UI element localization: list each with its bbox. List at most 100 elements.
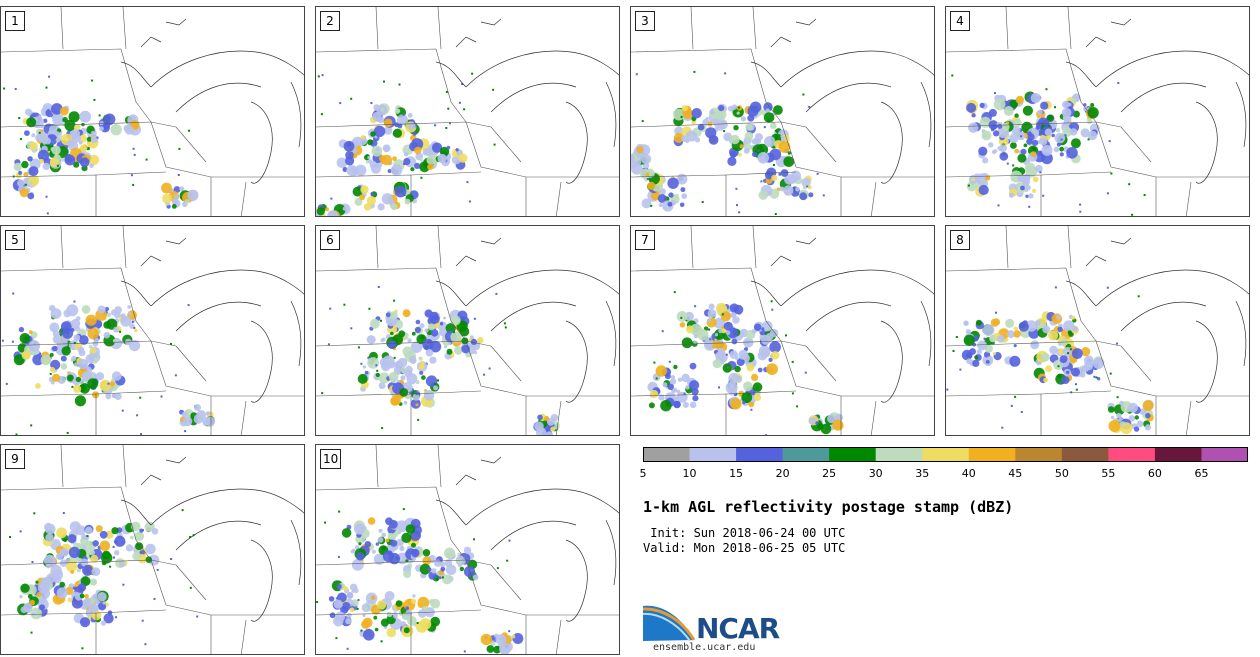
coastline — [1110, 18, 1132, 26]
echo-speck — [132, 147, 135, 150]
echo-cell — [672, 387, 678, 393]
echo-cell — [105, 602, 110, 607]
echo-cell — [38, 114, 42, 118]
echo-speck — [321, 392, 324, 395]
echo-speck — [1116, 342, 1118, 345]
colorbar-tick-label: 30 — [868, 467, 883, 480]
echo-cell — [761, 327, 765, 331]
echo-cell — [1063, 115, 1072, 123]
echo-cell — [470, 335, 474, 340]
state-border — [440, 285, 467, 342]
echo-speck — [463, 650, 466, 653]
colorbar-swatch — [829, 447, 877, 461]
echo-cell — [1039, 137, 1048, 146]
echo-cell — [1013, 118, 1022, 127]
echo-cell — [366, 196, 376, 206]
echo-cell — [31, 133, 36, 138]
echo-cell — [668, 192, 674, 198]
echo-cell — [676, 311, 688, 322]
echo-cell — [82, 564, 94, 576]
state-border — [410, 171, 482, 176]
echo-cell — [390, 164, 403, 176]
echo-cell — [99, 530, 108, 539]
echo-cell — [135, 542, 144, 551]
echo-cell — [102, 550, 111, 560]
echo-speck — [959, 368, 962, 371]
coastline — [465, 269, 619, 307]
echo-cell — [1066, 147, 1078, 159]
echo-speck — [983, 337, 986, 340]
coastline — [490, 82, 577, 113]
echo-cell — [52, 373, 61, 382]
echo-speck — [144, 643, 147, 646]
echo-speck — [723, 130, 726, 133]
echo-cell — [389, 311, 398, 320]
echo-cell — [81, 122, 85, 127]
echo-cell — [145, 543, 156, 555]
echo-speck — [381, 427, 384, 430]
colorbar-tick-label: 35 — [915, 467, 930, 480]
echo-cell — [68, 546, 80, 558]
echo-cell — [427, 567, 432, 572]
echo-cell — [463, 546, 472, 554]
echo-cell — [1043, 377, 1048, 383]
member-label: 1 — [5, 11, 25, 31]
echo-cell — [387, 340, 397, 350]
echo-speck — [5, 382, 8, 385]
echo-speck — [360, 362, 363, 365]
echo-cell — [79, 157, 90, 168]
state-border — [490, 564, 522, 601]
echo-speck — [1106, 286, 1109, 289]
echo-cell — [397, 357, 408, 368]
echo-cell — [354, 523, 366, 535]
echo-cell — [397, 123, 403, 129]
echo-speck — [9, 536, 11, 538]
coastline — [750, 61, 782, 88]
coastline — [1195, 320, 1218, 403]
state-border — [122, 445, 127, 488]
echo-cell — [705, 117, 709, 121]
echo-cell — [662, 200, 674, 212]
echo-cell — [367, 139, 374, 146]
echo-cell — [370, 192, 375, 196]
echo-cell — [736, 358, 745, 366]
echo-speck — [327, 343, 330, 346]
echo-cell — [29, 142, 38, 151]
state-border — [60, 445, 64, 488]
echo-cell — [764, 136, 776, 148]
echo-cell — [362, 613, 366, 617]
echo-cell — [88, 154, 100, 166]
echo-speck — [1067, 352, 1070, 355]
echo-cell — [28, 166, 39, 177]
echo-speck — [1079, 210, 1082, 213]
echo-cell — [412, 131, 417, 136]
echo-cell — [1042, 325, 1051, 334]
colorbar-swatch — [968, 447, 1016, 461]
echo-cell — [429, 340, 442, 353]
echo-cell — [329, 612, 336, 619]
echo-cell — [71, 355, 77, 361]
state-border — [465, 559, 527, 616]
echo-cell — [999, 144, 1007, 153]
coastline — [1120, 301, 1207, 332]
state-border — [175, 126, 207, 163]
echo-cell — [387, 612, 393, 618]
echo-cell — [13, 162, 22, 172]
echo-cell — [400, 621, 407, 627]
echo-speck — [19, 530, 22, 533]
echo-cell — [470, 338, 477, 345]
echo-cell — [1068, 103, 1072, 107]
echo-cell — [709, 109, 715, 115]
echo-speck — [757, 149, 760, 152]
echo-cell — [631, 153, 635, 162]
echo-cell — [411, 331, 416, 336]
coastline — [1095, 50, 1249, 88]
echo-cell — [106, 312, 112, 318]
echo-speck — [321, 74, 324, 77]
echo-cell — [360, 135, 366, 140]
echo-speck — [3, 87, 6, 90]
echo-cell — [968, 122, 979, 133]
echo-cell — [682, 401, 689, 408]
state-border — [555, 181, 562, 216]
echo-cell — [431, 568, 437, 574]
